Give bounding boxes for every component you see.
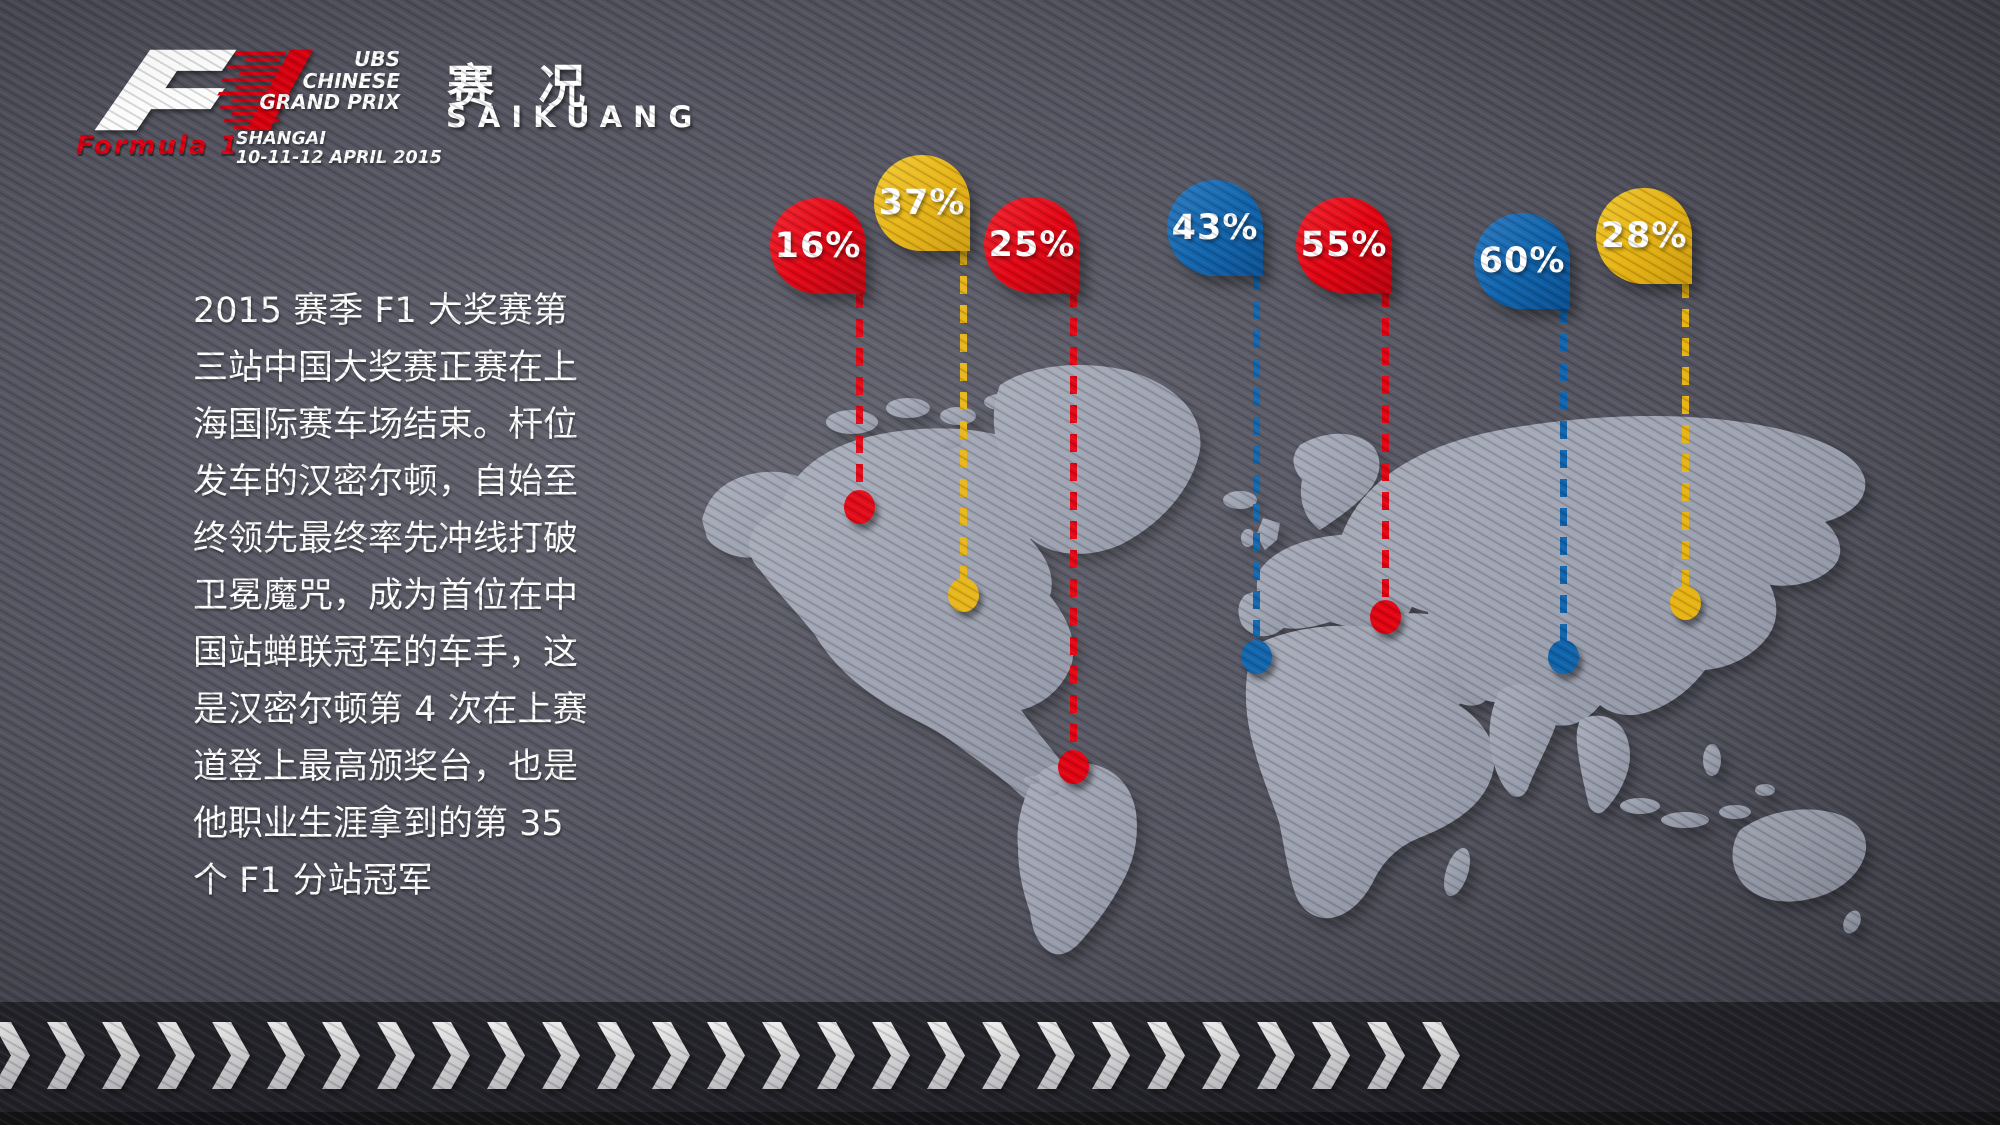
f1-logo-one xyxy=(217,49,314,131)
pin-balloon-37: 37% xyxy=(874,155,970,251)
f1-logo xyxy=(94,49,314,131)
pin-line-16 xyxy=(855,290,863,491)
chevron-arrow xyxy=(267,1022,305,1089)
pin-balloon-25: 25% xyxy=(984,197,1080,293)
pin-line-25 xyxy=(1069,289,1077,751)
pin-label: 37% xyxy=(878,183,966,223)
chevron-arrow xyxy=(1037,1022,1075,1089)
date-text: 10-11-12 APRIL 2015 xyxy=(236,147,442,168)
chevron-arrow xyxy=(872,1022,910,1089)
chevron-arrow xyxy=(652,1022,690,1089)
pin-dot-43 xyxy=(1240,640,1272,674)
pin-dot-25 xyxy=(1057,750,1089,784)
chevron-arrow xyxy=(1202,1022,1240,1089)
chevron-arrow xyxy=(542,1022,580,1089)
venue-date-block: SHANGAI 10-11-12 APRIL 2015 xyxy=(236,130,466,167)
pin-line-60 xyxy=(1559,305,1567,641)
event-title-block: UBS CHINESE GRAND PRIX xyxy=(228,47,400,114)
pin-balloon-16: 16% xyxy=(770,198,866,294)
chevron-arrow xyxy=(487,1022,525,1089)
f1-logo-f xyxy=(94,49,237,131)
pin-dot-55 xyxy=(1369,600,1401,634)
chevron-arrow xyxy=(157,1022,195,1089)
chevron-arrow xyxy=(1367,1022,1405,1089)
chevron-arrow xyxy=(47,1022,85,1089)
pin-line-55 xyxy=(1381,289,1389,601)
continents xyxy=(702,365,1867,955)
venue-text: SHANGAI xyxy=(236,129,326,149)
chevron-arrow xyxy=(817,1022,855,1089)
pin-line-43 xyxy=(1252,272,1260,641)
chevron-arrow xyxy=(102,1022,140,1089)
pin-label: 55% xyxy=(1300,225,1388,265)
chevron-arrow xyxy=(707,1022,745,1089)
pin-line-28 xyxy=(1681,280,1689,587)
chevron-arrow xyxy=(212,1022,250,1089)
pin-balloon-28: 28% xyxy=(1596,188,1692,284)
pin-balloon-43: 43% xyxy=(1167,180,1263,276)
bottom-edge-strip xyxy=(0,1112,2000,1125)
chevron-strip xyxy=(0,1022,1460,1089)
pin-label: 60% xyxy=(1478,241,1566,281)
pin-line-37 xyxy=(959,247,967,579)
chevron-arrow xyxy=(1422,1022,1460,1089)
event-line-chinese: CHINESE xyxy=(302,68,400,93)
chevron-arrows xyxy=(0,1022,1460,1089)
event-line-ubs: UBS xyxy=(354,47,400,71)
chevron-arrow xyxy=(1257,1022,1295,1089)
pin-label: 25% xyxy=(988,225,1076,265)
chevron-arrow xyxy=(597,1022,635,1089)
chevron-arrow xyxy=(1312,1022,1350,1089)
chevron-arrow xyxy=(377,1022,415,1089)
formula1-wordmark: Formula 1 xyxy=(76,131,240,161)
intro-paragraph: 2015 赛季 F1 大奖赛第 三站中国大奖赛正赛在上 海国际赛车场结束。杆位 … xyxy=(193,291,588,901)
chevron-arrow xyxy=(927,1022,965,1089)
world-map xyxy=(702,365,1867,955)
event-line-grandprix: GRAND PRIX xyxy=(259,90,400,114)
pin-dot-16 xyxy=(843,490,875,524)
pin-dot-37 xyxy=(947,578,979,612)
pin-label: 28% xyxy=(1600,216,1688,256)
pin-label: 16% xyxy=(774,226,862,266)
chevron-arrow xyxy=(762,1022,800,1089)
page-title-zh: 赛 况 xyxy=(447,60,600,115)
chevron-arrow xyxy=(1092,1022,1130,1089)
chevron-arrow xyxy=(0,1022,30,1089)
chevron-arrow xyxy=(432,1022,470,1089)
pin-balloon-55: 55% xyxy=(1296,197,1392,293)
chevron-arrow xyxy=(982,1022,1020,1089)
pin-label: 43% xyxy=(1171,208,1259,248)
pin-balloon-60: 60% xyxy=(1474,213,1570,309)
chevron-arrow xyxy=(322,1022,360,1089)
pin-dot-60 xyxy=(1547,640,1579,674)
chevron-arrow xyxy=(1147,1022,1185,1089)
page-title-pinyin: SAIKUANG xyxy=(446,100,704,134)
pin-dot-28 xyxy=(1669,586,1701,620)
